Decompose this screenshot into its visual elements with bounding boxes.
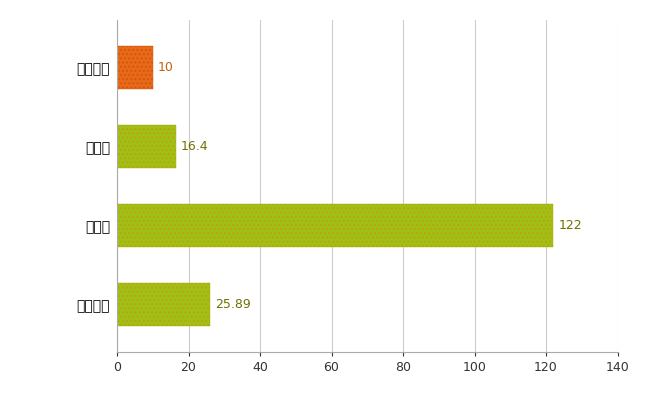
Text: 16.4: 16.4	[181, 140, 209, 153]
Bar	[117, 204, 553, 247]
Bar	[117, 283, 209, 326]
Bar	[117, 125, 176, 168]
Bar	[117, 46, 153, 89]
Text: 10: 10	[158, 61, 174, 74]
Text: 122: 122	[558, 219, 582, 232]
Text: 25.89: 25.89	[215, 298, 251, 311]
